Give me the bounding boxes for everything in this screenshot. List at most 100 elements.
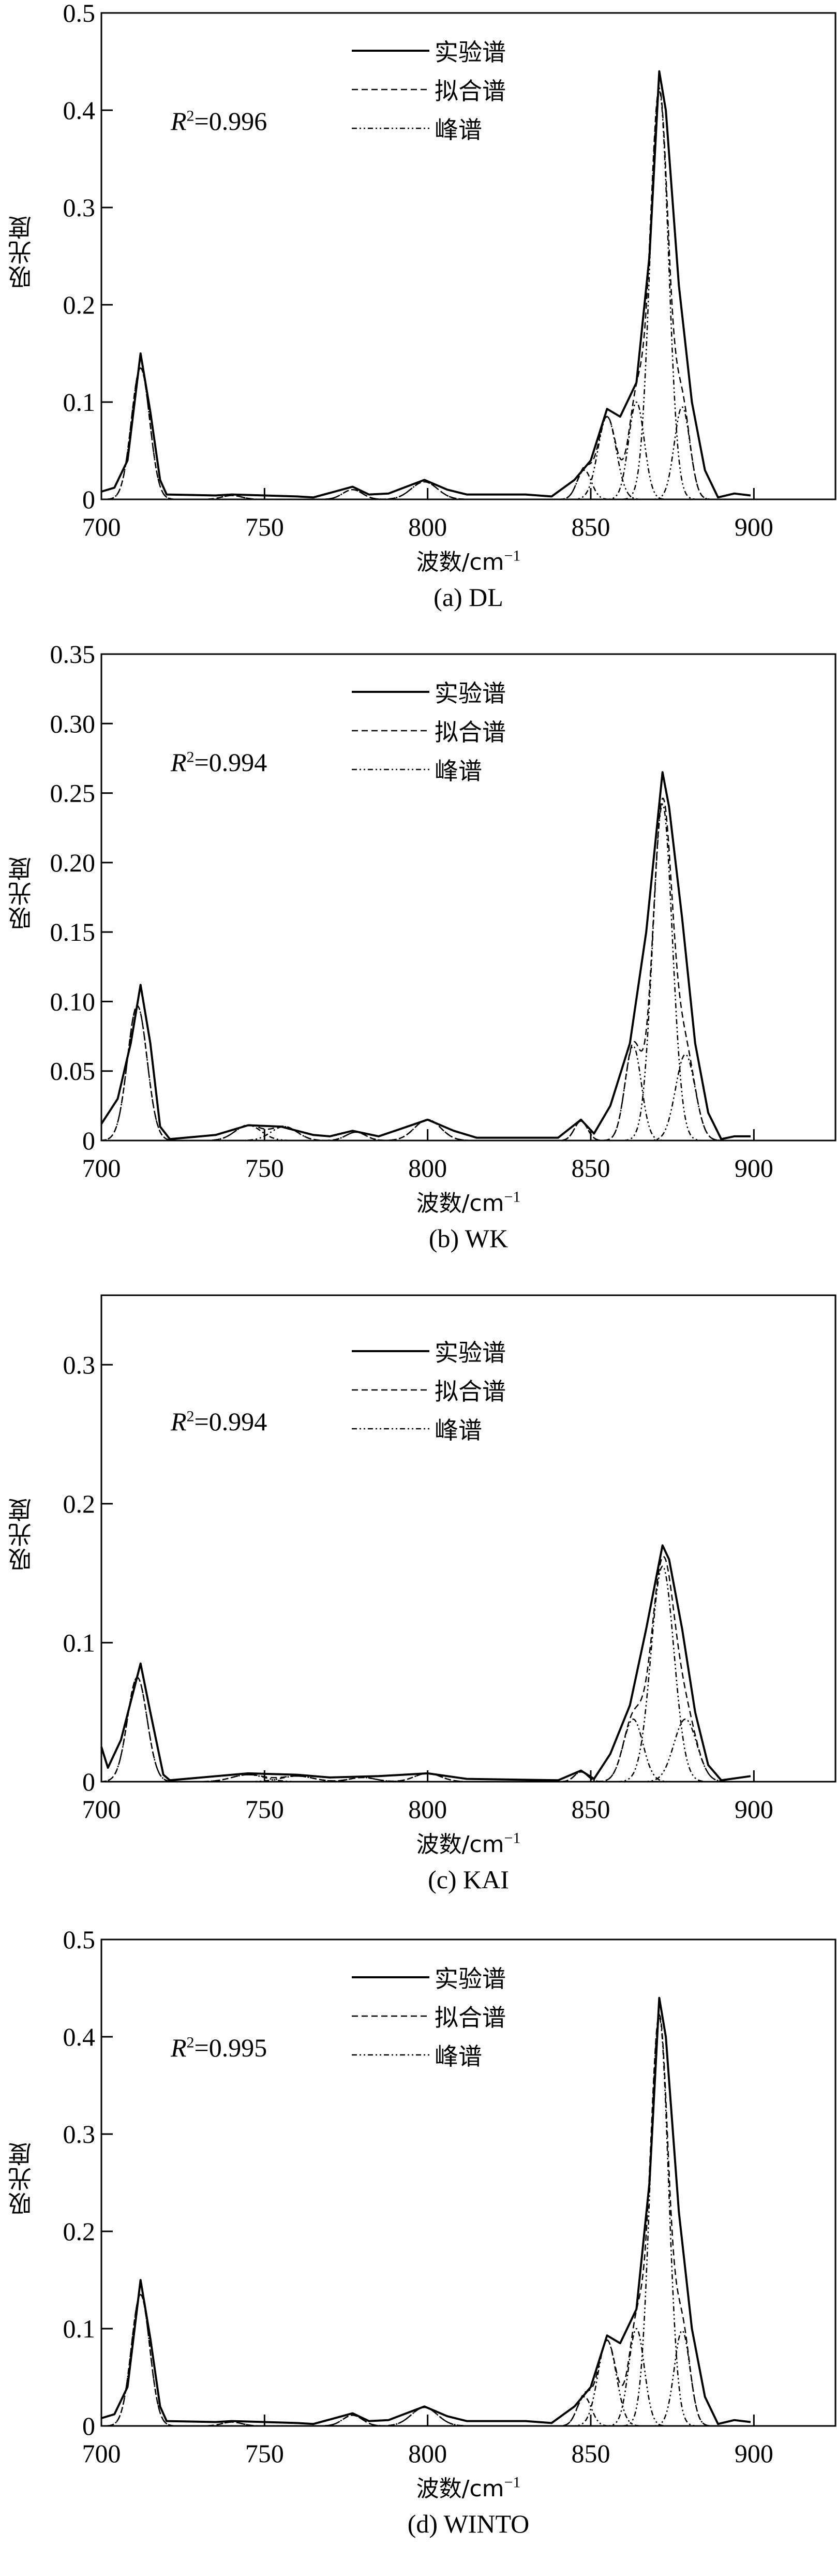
legend-item-peaks: 峰谱	[352, 109, 506, 147]
legend-item-experimental: 实验谱	[352, 1331, 506, 1370]
figure-caption: (b) WK	[428, 1224, 509, 1253]
legend-label: 实验谱	[435, 1338, 506, 1367]
peak-component-line	[101, 1677, 177, 1783]
experimental-spectrum-line	[100, 1544, 751, 1782]
r-symbol: R	[171, 2033, 187, 2062]
y-tick-label: 0.15	[50, 917, 96, 946]
x-axis-label: 波数/cm−1	[101, 1826, 835, 1859]
experimental-spectrum-line	[100, 771, 751, 1141]
peak-component-line	[646, 1054, 725, 1142]
x-axis-label-exponent: −1	[504, 547, 521, 565]
x-tick-label: 750	[245, 1795, 284, 1824]
legend: 实验谱拟合谱峰谱	[352, 31, 506, 147]
x-axis-label: 波数/cm−1	[101, 2470, 835, 2503]
peak-component-line	[104, 367, 177, 500]
y-tick-label: 0.3	[63, 1350, 96, 1379]
y-tick-label: 0.25	[50, 779, 96, 808]
peak-component-line	[623, 803, 702, 1142]
r-squared-value: =0.996	[194, 107, 267, 136]
legend: 实验谱 拟合谱 峰谱	[352, 1958, 506, 2074]
x-tick-label: 850	[572, 512, 610, 541]
peak-component-line	[570, 416, 644, 500]
legend-line-swatch	[352, 1350, 429, 1352]
legend-line-swatch	[352, 730, 429, 731]
r-squared-value: =0.994	[194, 748, 267, 777]
legend-item-experimental: 实验谱	[352, 672, 506, 711]
x-tick-label: 700	[82, 512, 121, 541]
peak-component-line	[622, 90, 696, 500]
figure-caption: (d) WINTO	[407, 2509, 530, 2538]
y-axis-label: 吸光度	[7, 1497, 35, 1572]
x-tick-label: 700	[82, 1795, 121, 1824]
x-tick-label: 800	[408, 2439, 447, 2468]
x-tick-label: 850	[572, 2439, 610, 2468]
legend-line-swatch	[352, 127, 429, 129]
x-axis-label-exponent: −1	[504, 2474, 521, 2491]
x-tick-label: 900	[735, 1153, 773, 1182]
x-tick-label: 750	[245, 512, 284, 541]
legend-item-experimental: 实验谱	[352, 31, 506, 70]
peak-component-line	[183, 1774, 313, 1783]
legend-item-peaks: 峰谱	[352, 1409, 506, 1448]
r-exponent: 2	[186, 748, 195, 766]
legend-line-swatch	[352, 2054, 429, 2055]
peak-component-line	[101, 1005, 177, 1142]
x-tick-label: 700	[82, 1153, 121, 1182]
x-axis-label: 波数/cm−1	[101, 543, 835, 576]
x-tick-label: 900	[735, 1795, 773, 1824]
legend-item-fitted: 拟合谱	[352, 70, 506, 109]
legend-line-swatch	[352, 1976, 429, 1978]
fitted-spectrum-line	[108, 2013, 751, 2427]
legend-item-fitted: 拟合谱	[352, 1996, 506, 2035]
y-tick-label: 0.4	[63, 2022, 96, 2051]
chart-panel: 700 750 800 850 900 0 0.1 0.2 0.3 0.4 0.5 吸光度 波数/cm−…	[0, 1925, 837, 2576]
y-tick-label: 0.2	[63, 2217, 96, 2246]
x-tick-label: 800	[408, 1153, 447, 1182]
peak-component-line	[605, 2328, 667, 2427]
legend-label: 峰谱	[435, 2042, 482, 2070]
r-symbol: R	[171, 1407, 187, 1436]
y-tick-label: 0	[82, 1767, 95, 1796]
peak-component-line	[651, 406, 713, 500]
y-tick-label: 0.10	[50, 987, 96, 1016]
r-squared-annotation: R2=0.994	[171, 747, 267, 777]
y-tick-label: 0	[82, 1126, 95, 1155]
peak-component-line	[651, 2330, 713, 2427]
x-axis-label-text: 波数/cm	[416, 1190, 504, 1217]
y-tick-label: 0.5	[63, 1925, 96, 1954]
peak-component-line	[232, 1775, 363, 1783]
chart-panel: 700 750 800 850 900 0 0.1 0.2 0.3 0.4 0.5 吸光度 波数/cm−…	[0, 0, 837, 649]
y-tick-label: 0.3	[63, 2120, 96, 2149]
legend-label: 拟合谱	[435, 2003, 506, 2032]
y-tick-label: 0.20	[50, 848, 96, 877]
chart-panel: 700 750 800 850 900 0 0.05 0.10 0.15 0.20 0.25 0.30…	[0, 640, 837, 1291]
y-tick-label: 0.2	[63, 1489, 96, 1518]
y-tick-label: 0.1	[63, 388, 96, 417]
y-tick-label: 0.3	[63, 193, 96, 222]
y-tick-label: 0.1	[63, 1628, 96, 1657]
peak-component-line	[639, 1718, 731, 1783]
peak-component-line	[570, 2340, 644, 2427]
legend-label: 峰谱	[435, 1416, 482, 1444]
r-squared-value: =0.995	[194, 2033, 267, 2062]
peak-component-line	[617, 1565, 709, 1783]
legend-line-swatch	[352, 49, 429, 52]
legend-line-swatch	[352, 690, 429, 693]
legend-line-swatch	[352, 768, 429, 770]
figure-caption: (a) DL	[434, 583, 503, 612]
legend-label: 拟合谱	[435, 77, 506, 105]
plot-area: 700 750 800 850 900 0 0.1 0.2 0.3 0.4 0.5	[63, 1925, 836, 2468]
x-axis-label-text: 波数/cm	[416, 1831, 504, 1858]
legend-item-peaks: 峰谱	[352, 750, 506, 789]
y-tick-label: 0.4	[63, 96, 96, 125]
legend-label: 实验谱	[435, 1964, 506, 1993]
r-squared-annotation: R2=0.996	[171, 106, 267, 136]
y-tick-label: 0.35	[50, 640, 96, 669]
legend-item-fitted: 拟合谱	[352, 711, 506, 750]
r-exponent: 2	[186, 2034, 195, 2051]
legend-line-swatch	[352, 1389, 429, 1390]
legend-line-swatch	[352, 88, 429, 90]
legend-item-experimental: 实验谱	[352, 1958, 506, 1996]
x-axis-label-exponent: −1	[504, 1188, 521, 1206]
r-squared-value: =0.994	[194, 1407, 267, 1436]
